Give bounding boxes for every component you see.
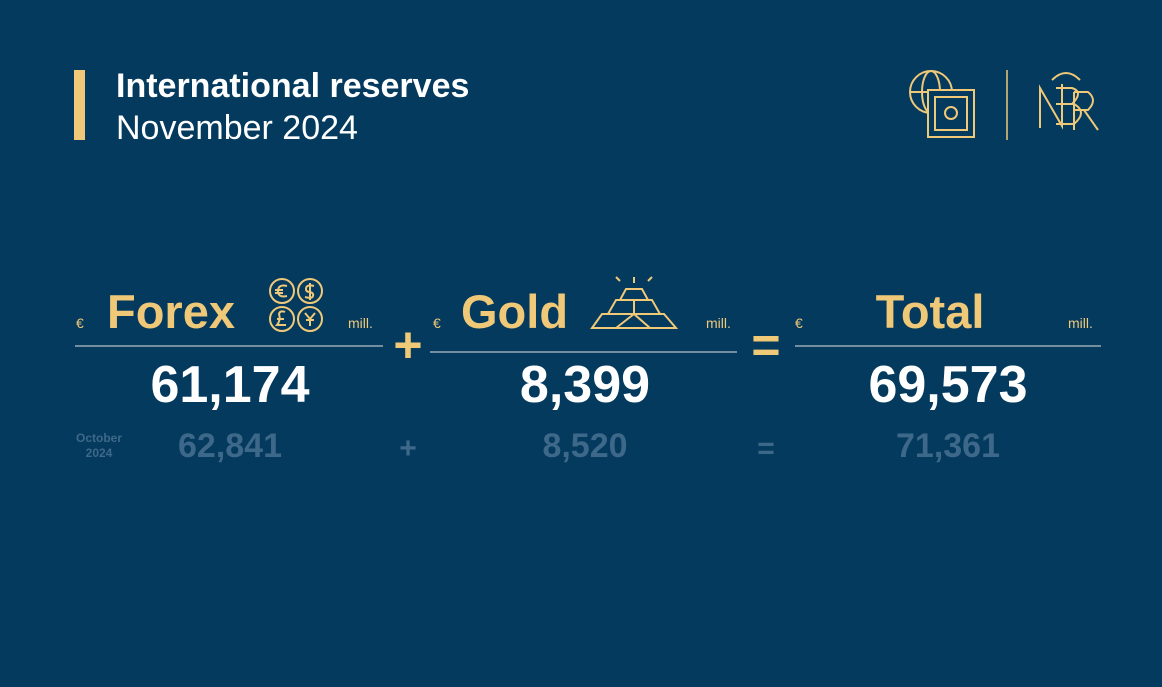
- subtitle: November 2024: [116, 109, 358, 147]
- gold-icon: [590, 276, 679, 329]
- reserves-logo: [909, 70, 975, 138]
- previous-operator: +: [399, 432, 417, 465]
- unit: mill.: [1068, 315, 1093, 331]
- unit: mill.: [706, 315, 731, 331]
- current-value: 69,573: [868, 356, 1027, 414]
- previous-value: 8,520: [542, 427, 627, 465]
- previous-operator: =: [757, 432, 775, 465]
- unit: mill.: [348, 315, 373, 331]
- previous-period-label: 2024: [86, 446, 113, 460]
- reserve-name: Forex: [107, 285, 235, 338]
- operator: +: [393, 317, 422, 373]
- title: International reserves: [116, 67, 469, 105]
- accent-bar: [74, 70, 85, 140]
- previous-period-label: October: [76, 431, 122, 445]
- current-value: 61,174: [150, 356, 309, 414]
- bank-monogram: [1039, 72, 1099, 131]
- reserve-name: Total: [876, 285, 985, 338]
- previous-value: 71,361: [896, 427, 1000, 465]
- currency: €: [76, 315, 84, 331]
- operator: =: [751, 317, 780, 373]
- forex-icon: [269, 278, 323, 332]
- current-value: 8,399: [520, 356, 650, 414]
- reserve-name: Gold: [461, 285, 568, 338]
- previous-value: 62,841: [178, 427, 282, 465]
- currency: €: [795, 315, 803, 331]
- currency: €: [433, 315, 441, 331]
